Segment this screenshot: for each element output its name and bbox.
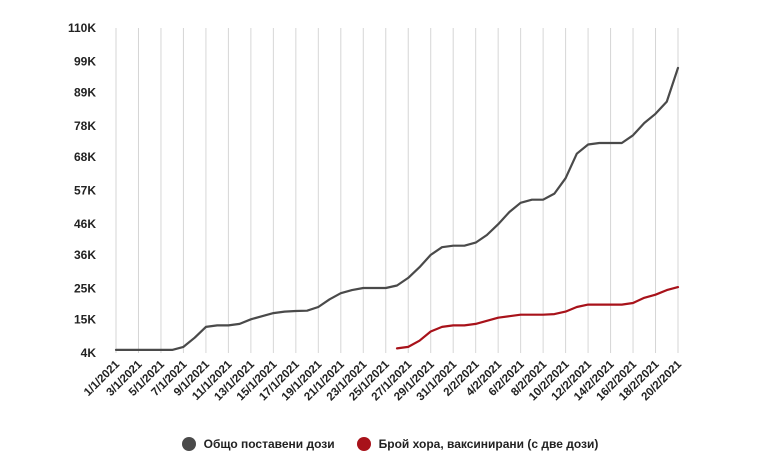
x-axis: 1/1/20213/1/20215/1/20217/1/20219/1/2021…	[82, 358, 685, 403]
legend-item-fully-vaccinated: Брой хора, ваксинирани (с две дози)	[356, 437, 599, 451]
y-tick-label: 99K	[74, 55, 96, 69]
y-axis: 4K 15K 25K 36K 46K 57K 68K 78K 89K 99K 110K	[68, 21, 96, 360]
series-line-0	[114, 66, 680, 351]
legend-swatch-fully-vaccinated	[356, 437, 371, 451]
y-tick-label: 89K	[74, 85, 96, 99]
y-tick-label: 68K	[74, 150, 96, 164]
legend-label-total-doses: Общо поставени дози	[203, 437, 335, 451]
series-lines	[114, 66, 680, 351]
y-tick-label: 110K	[68, 21, 96, 35]
y-tick-label: 25K	[74, 282, 96, 296]
grid-lines	[115, 28, 679, 353]
y-tick-label: 57K	[74, 184, 96, 198]
y-tick-label: 4K	[81, 346, 97, 360]
series-line-1	[395, 286, 680, 350]
y-tick-label: 78K	[74, 119, 96, 133]
legend-swatch-total-doses	[181, 437, 196, 451]
y-tick-label: 15K	[74, 312, 96, 326]
y-tick-label: 46K	[74, 217, 96, 231]
y-tick-label: 36K	[74, 248, 96, 262]
legend: Общо поставени дози Брой хора, ваксинира…	[0, 437, 780, 451]
legend-label-fully-vaccinated: Брой хора, ваксинирани (с две дози)	[378, 437, 599, 451]
legend-item-total-doses: Общо поставени дози	[181, 437, 335, 451]
